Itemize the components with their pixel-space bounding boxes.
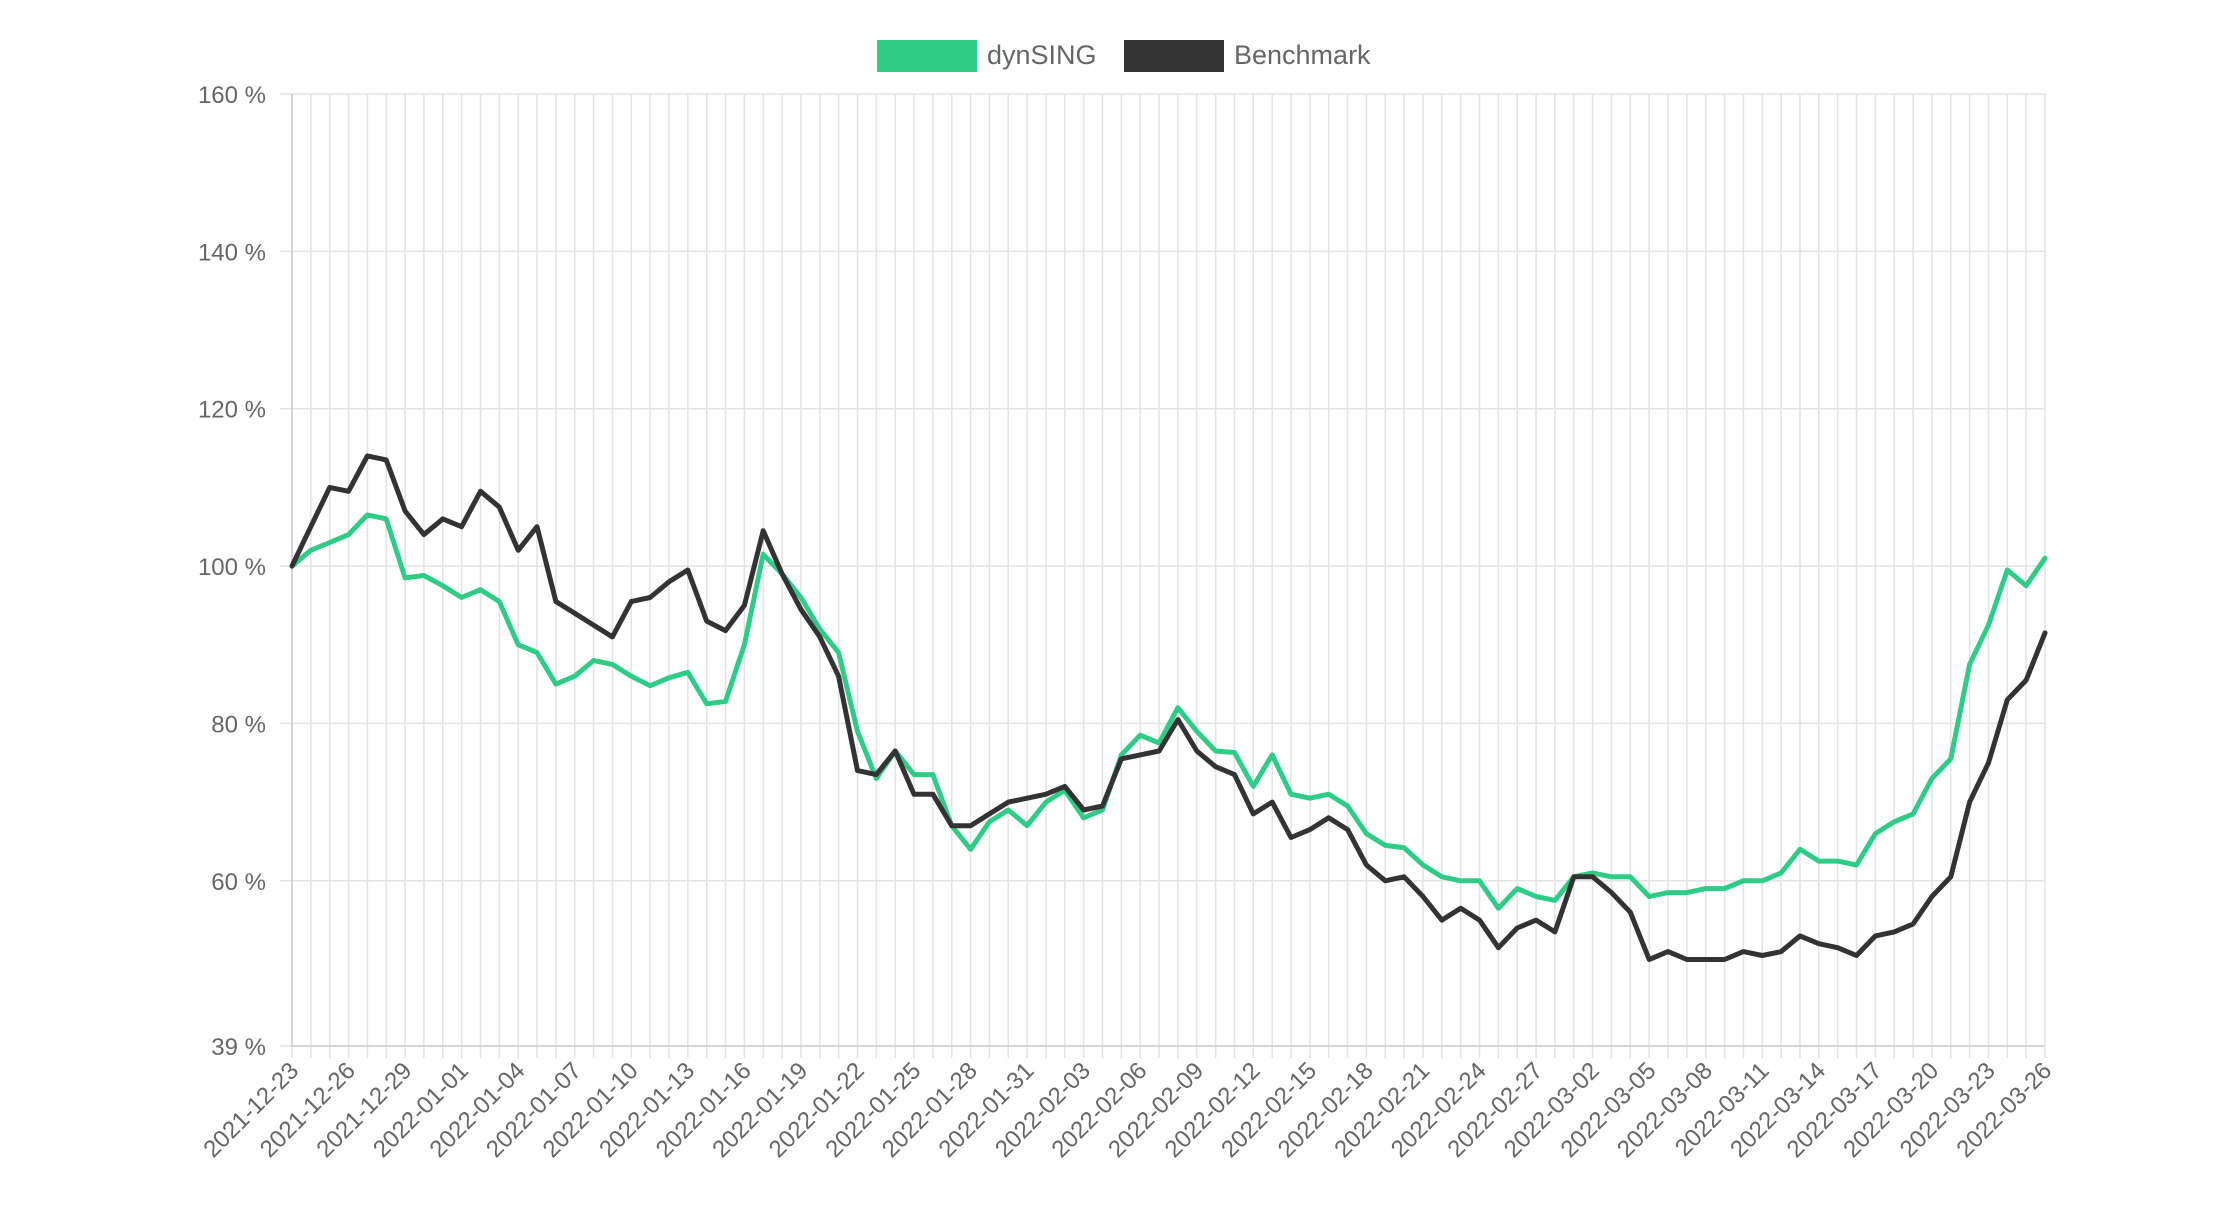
legend[interactable]: dynSING Benchmark (877, 40, 1371, 72)
grid (280, 93, 2046, 1058)
series-line-dynsing (289, 512, 2048, 911)
legend-swatch[interactable] (1124, 40, 1224, 72)
series-line-benchmark (289, 453, 2048, 962)
axes: 39 %60 %80 %100 %120 %140 %160 %2021-12-… (198, 82, 2057, 1163)
legend-item-benchmark[interactable]: Benchmark (1124, 40, 1371, 72)
y-tick-label: 80 % (211, 711, 266, 738)
series-lines (289, 453, 2048, 962)
legend-label[interactable]: dynSING (987, 40, 1097, 70)
legend-item-dynsing[interactable]: dynSING (877, 40, 1097, 72)
y-tick-label: 39 % (211, 1034, 266, 1061)
y-tick-label: 100 % (198, 554, 266, 581)
y-tick-label: 140 % (198, 239, 266, 266)
y-tick-label: 160 % (198, 82, 266, 109)
y-tick-label: 60 % (211, 869, 266, 896)
legend-label[interactable]: Benchmark (1234, 40, 1371, 70)
legend-swatch[interactable] (877, 40, 977, 72)
y-tick-label: 120 % (198, 397, 266, 424)
